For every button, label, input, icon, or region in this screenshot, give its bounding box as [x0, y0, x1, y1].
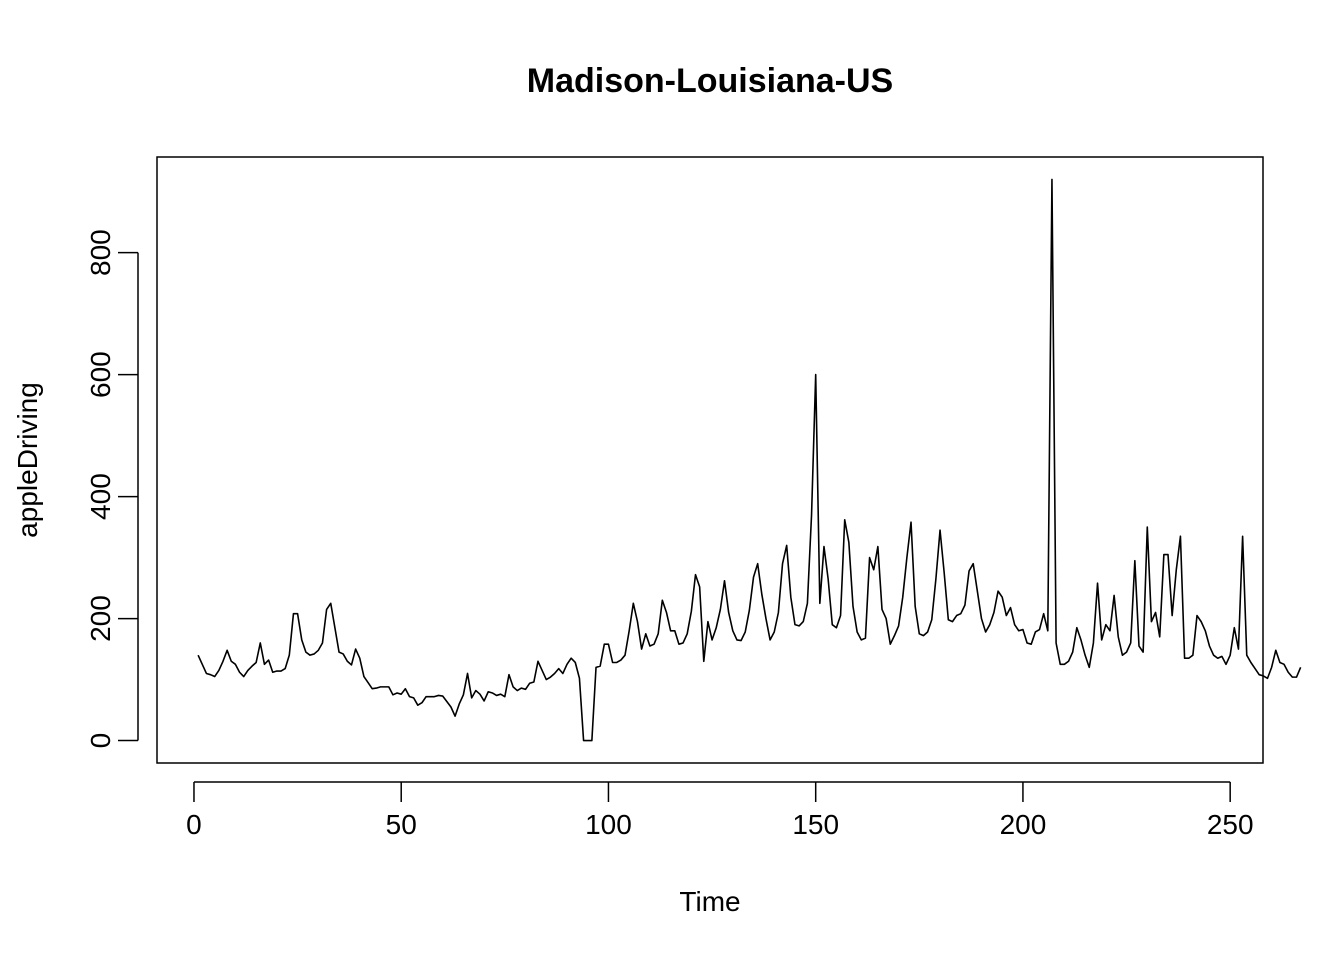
y-tick-label: 400: [85, 473, 116, 520]
y-tick-label: 200: [85, 595, 116, 642]
y-tick-label: 600: [85, 351, 116, 398]
y-axis-label: appleDriving: [12, 382, 43, 538]
plot-frame: [156, 156, 1264, 764]
series-line: [197, 178, 1302, 742]
series-layer: [197, 178, 1302, 742]
y-axis: 0 200 400 600 800: [85, 229, 139, 749]
x-axis-label: Time: [679, 886, 740, 917]
x-axis: 0 50 100 150 200 250: [186, 781, 1254, 840]
y-tick-label: 800: [85, 229, 116, 276]
x-tick-label: 0: [186, 809, 202, 840]
chart-title: Madison-Louisiana-US: [527, 62, 893, 100]
x-tick-label: 200: [1000, 809, 1047, 840]
x-tick-label: 250: [1207, 809, 1254, 840]
y-tick-label: 0: [85, 733, 116, 749]
x-tick-label: 100: [585, 809, 632, 840]
x-tick-label: 150: [792, 809, 839, 840]
x-tick-label: 50: [386, 809, 417, 840]
